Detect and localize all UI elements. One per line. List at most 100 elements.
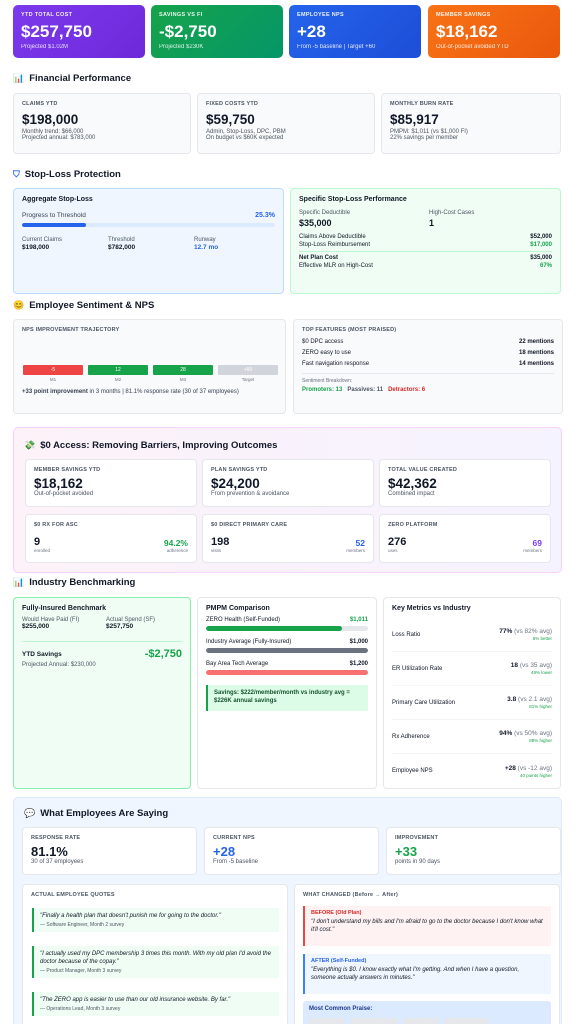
card-sub: Out-of-pocket avoided — [34, 491, 94, 497]
card-fixed-costs: FIXED COSTS YTD $59,750 Admin, Stop-Loss… — [197, 93, 375, 154]
card-claims-ytd: CLAIMS YTD $198,000 Monthly trend: $66,0… — [13, 93, 191, 154]
row-value: 67% — [539, 263, 552, 269]
section-title-employees: 💬 What Employees Are Saying — [24, 808, 168, 819]
section-title-financial: 📊 Financial Performance — [13, 73, 131, 84]
metric-primary-unit: enrolled — [34, 548, 51, 553]
card-nps-trajectory: NPS IMPROVEMENT TRAJECTORY -5 M1 12 M2 28 M3 +… — [13, 319, 286, 414]
money-icon: 💸 — [24, 440, 36, 450]
improvement-bold: +33 point improvement — [22, 389, 88, 395]
card-label: TOP FEATURES (MOST PRAISED) — [302, 327, 397, 333]
card-label: FIXED COSTS YTD — [206, 101, 259, 107]
metric-name: Primary Care Utilization — [392, 699, 456, 706]
card-title: Aggregate Stop-Loss — [22, 196, 93, 203]
before-label: BEFORE (Old Plan) — [311, 910, 362, 916]
kpi-employee-nps: EMPLOYEE NPS +28 From -5 baseline | Targ… — [289, 5, 421, 58]
breakdown-label: Sentiment Breakdown: — [302, 378, 353, 384]
before-quote: "I don't understand my bills and I'm afr… — [311, 919, 543, 934]
card-employee-stat: IMPROVEMENT +33 points in 90 days — [386, 827, 561, 875]
card-sub: From prevention & avoidance — [211, 491, 290, 497]
kpi-label: MEMBER SAVINGS — [436, 12, 491, 18]
kpi-ytd-cost: YTD TOTAL COST $257,750 Projected $1.02M — [13, 5, 145, 58]
metric-value: 94% — [499, 730, 513, 737]
metric-row: ER Utilization Rate 18 (vs 35 avg) 49% low… — [392, 652, 552, 686]
pmpm-value: $1,000 — [349, 639, 368, 645]
feature-row: Fast navigation response 14 mentions — [302, 361, 554, 374]
feature-row: $0 DPC access 22 mentions — [302, 339, 554, 345]
pmpm-bar — [206, 626, 368, 631]
card-title: Specific Stop-Loss Performance — [299, 196, 407, 203]
kpi-value: $257,750 — [21, 22, 92, 41]
metric-secondary-unit: members — [346, 548, 365, 553]
after-label: AFTER (Self-Funded) — [311, 958, 367, 964]
pmpm-row: Industry Average (Fully-Insured) $1,000 — [206, 639, 368, 653]
bar-chart-icon: 📊 — [13, 577, 25, 587]
metric-row: Loss Ratio 77% (vs 82% avg) 5% better — [392, 618, 552, 652]
ytd-savings-value: -$2,750 — [144, 648, 182, 660]
quote-author: — Product Manager, Month 3 survey — [40, 968, 122, 975]
section-title-stoploss: ⛉ Stop-Loss Protection — [13, 169, 121, 180]
card-label: IMPROVEMENT — [395, 835, 439, 841]
card-label: RESPONSE RATE — [31, 835, 81, 841]
card-label: ZERO PLATFORM — [388, 522, 438, 528]
pmpm-bar — [206, 670, 368, 675]
card-label: WHAT CHANGED (Before → After) — [303, 892, 399, 898]
runway-value: 12.7 mo — [194, 244, 219, 251]
section-title-bench: 📊 Industry Benchmarking — [13, 577, 135, 588]
metric-delta: 5% better — [532, 636, 552, 641]
quote-item: "I actually used my DPC membership 3 tim… — [32, 946, 279, 979]
feature-mentions: 18 mentions — [518, 350, 554, 356]
row-value: $52,000 — [530, 234, 552, 240]
praise-tag — [350, 1018, 398, 1024]
high-cost-value: 1 — [429, 218, 435, 228]
card-label: CURRENT NPS — [213, 835, 255, 841]
metric-avg: (vs 50% avg) — [514, 730, 552, 737]
card-member-savings-ytd: MEMBER SAVINGS YTD $18,162 Out-of-pocket… — [25, 459, 197, 507]
section-title-text: Industry Benchmarking — [29, 577, 136, 588]
card-sub: From -5 baseline — [213, 859, 259, 865]
metric-value: +28 — [504, 764, 516, 772]
detractors-count: Detractors: 6 — [388, 387, 426, 393]
ytd-savings-label: YTD Savings — [22, 650, 62, 658]
card-employee-stat: CURRENT NPS +28 From -5 baseline — [204, 827, 379, 875]
metric-value: 3.8 — [507, 696, 517, 703]
feature-name: $0 DPC access — [302, 339, 344, 345]
kpi-value: $18,162 — [436, 22, 498, 41]
quote-author: — Software Engineer, Month 2 survey — [40, 922, 125, 929]
card-value: $59,750 — [206, 112, 255, 127]
card-burn-rate: MONTHLY BURN RATE $85,917 PMPM: $1,011 (… — [381, 93, 561, 154]
card-access-metric: $0 DIRECT PRIMARY CARE 198 visits 52 members — [202, 514, 374, 563]
feature-row: ZERO easy to use 18 mentions — [302, 350, 554, 356]
before-box: BEFORE (Old Plan) "I don't understand my… — [303, 906, 551, 946]
after-box: AFTER (Self-Funded) "Everything is $0. I… — [303, 954, 551, 994]
section-title-sentiment: 😊 Employee Sentiment & NPS — [13, 300, 154, 311]
feature-name: ZERO easy to use — [302, 350, 352, 356]
metric-row: Rx Adherence 94% (vs 50% avg) 88% higher — [392, 720, 552, 754]
card-sub: points in 90 days — [395, 859, 441, 865]
pmpm-bar — [206, 648, 368, 653]
card-employee-stat: RESPONSE RATE 81.1% 30 of 37 employees — [22, 827, 197, 875]
metric-primary: 198 — [211, 536, 230, 548]
nps-box-label: M3 — [179, 377, 187, 382]
row-value: $17,000 — [530, 242, 552, 248]
metric-secondary: 94.2% — [163, 538, 188, 548]
praise-tag — [403, 1018, 439, 1024]
section-title-text: Stop-Loss Protection — [24, 169, 121, 180]
card-label: MONTHLY BURN RATE — [390, 101, 454, 107]
fi-label: Would Have Paid (FI) — [22, 617, 80, 623]
kpi-label: EMPLOYEE NPS — [297, 12, 344, 18]
card-label: CLAIMS YTD — [22, 101, 58, 107]
card-label: PLAN SAVINGS YTD — [211, 467, 268, 473]
card-line: Monthly trend: $66,000 — [22, 129, 84, 135]
pmpm-label: Bay Area Tech Average — [206, 661, 269, 667]
metric-avg: (vs -12 avg) — [517, 764, 552, 772]
metric-primary-unit: uses — [388, 548, 398, 553]
card-title: Key Metrics vs Industry — [392, 605, 471, 612]
card-value: +28 — [213, 844, 236, 859]
nps-box-label: M2 — [114, 377, 122, 382]
card-sub: 30 of 37 employees — [31, 859, 84, 865]
nps-box-label: M1 — [49, 377, 57, 382]
card-aggregate-stoploss: Aggregate Stop-Loss Progress to Threshol… — [13, 188, 284, 294]
kpi-label: YTD TOTAL COST — [21, 12, 73, 18]
nps-box: 28 — [153, 365, 213, 375]
card-label: TOTAL VALUE CREATED — [388, 467, 457, 473]
